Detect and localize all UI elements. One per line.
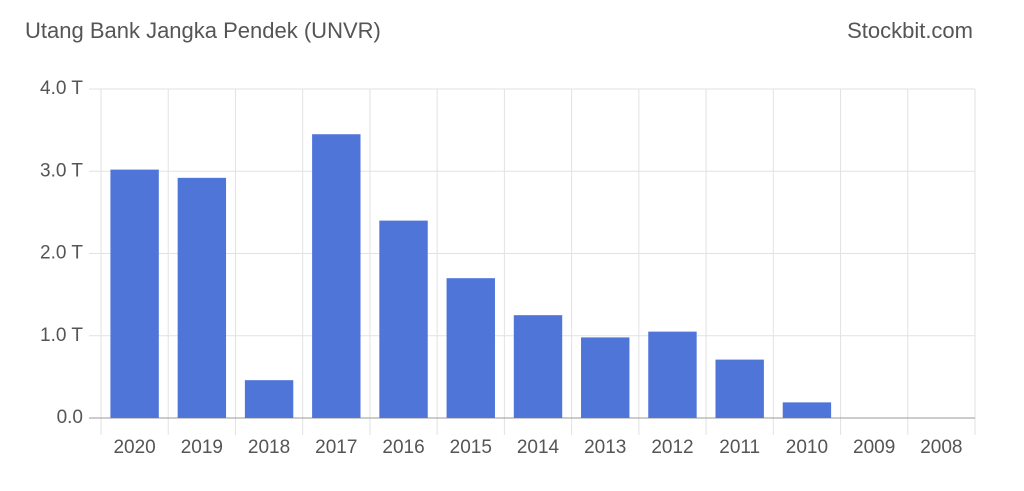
x-tick-label: 2008 bbox=[920, 437, 962, 458]
bar bbox=[312, 134, 361, 419]
bar bbox=[244, 380, 294, 418]
bar bbox=[513, 315, 563, 418]
x-tick-label: 2012 bbox=[651, 437, 693, 458]
x-tick-label: 2015 bbox=[450, 437, 492, 458]
y-tick-label: 2.0 T bbox=[40, 243, 83, 264]
x-tick-label: 2019 bbox=[181, 437, 223, 458]
bar bbox=[715, 359, 764, 418]
x-tick-label: 2011 bbox=[719, 437, 760, 458]
bar bbox=[648, 331, 697, 418]
y-tick-label: 0.0 bbox=[57, 407, 83, 428]
bar bbox=[446, 278, 495, 418]
x-tick-label: 2013 bbox=[584, 437, 626, 458]
y-tick-label: 1.0 T bbox=[40, 325, 83, 346]
bar bbox=[581, 337, 630, 418]
x-tick-label: 2014 bbox=[517, 437, 560, 458]
x-tick-label: 2016 bbox=[382, 437, 424, 458]
bar bbox=[110, 169, 159, 418]
x-tick-label: 2018 bbox=[248, 437, 290, 458]
source: Stockbit.com bbox=[847, 18, 973, 43]
x-tick-label: 2009 bbox=[853, 437, 895, 458]
x-tick-label: 2020 bbox=[113, 437, 155, 458]
bar bbox=[782, 402, 832, 418]
y-tick-label: 3.0 T bbox=[40, 160, 83, 181]
y-tick-label: 4.0 T bbox=[40, 78, 83, 99]
chart-title: Utang Bank Jangka Pendek (UNVR) bbox=[25, 18, 381, 43]
x-tick-label: 2017 bbox=[315, 437, 357, 458]
x-tick-label: 2010 bbox=[786, 437, 828, 458]
bar bbox=[379, 220, 428, 418]
bar bbox=[177, 177, 227, 418]
